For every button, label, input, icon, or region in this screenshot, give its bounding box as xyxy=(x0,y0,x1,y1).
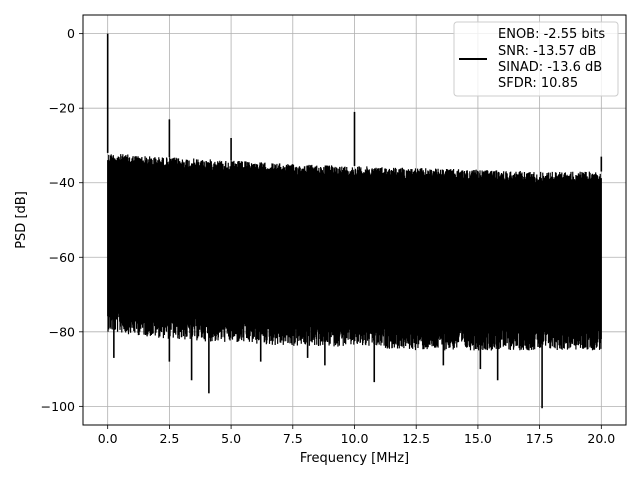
x-tick-label: 7.5 xyxy=(283,431,303,446)
x-tick-label: 2.5 xyxy=(159,431,179,446)
x-tick-label: 5.0 xyxy=(221,431,241,446)
y-tick-label: −80 xyxy=(49,324,75,339)
x-tick-label: 20.0 xyxy=(587,431,615,446)
legend-line-4: SFDR: 10.85 xyxy=(498,76,578,91)
x-tick-label: 12.5 xyxy=(402,431,430,446)
legend-box xyxy=(453,21,619,97)
y-tick-label: 0 xyxy=(67,26,75,41)
x-tick-label: 10.0 xyxy=(341,431,369,446)
x-tick-label: 17.5 xyxy=(526,431,554,446)
y-tick-label: −40 xyxy=(49,175,75,190)
y-tick-label: −100 xyxy=(41,399,75,414)
y-tick-label: −60 xyxy=(49,250,75,265)
x-tick-label: 0.0 xyxy=(98,431,118,446)
legend: ENOB: -2.55 bits SNR: -13.57 dB SINAD: -… xyxy=(453,21,619,97)
ticks: 0.0 2.5 5.0 7.5 10.0 12.5 15.0 17.5 20.0 0 −20 −40 −… xyxy=(41,26,616,446)
y-axis-label: PSD [dB] xyxy=(14,191,29,249)
legend-line-2: SNR: -13.57 dB xyxy=(498,44,596,59)
psd-trace xyxy=(107,154,602,351)
x-axis-label: Frequency [MHz] xyxy=(300,451,409,466)
x-tick-label: 15.0 xyxy=(464,431,492,446)
y-tick-label: −20 xyxy=(49,101,75,116)
legend-line-3: SINAD: -13.6 dB xyxy=(498,60,602,75)
data-layer xyxy=(106,33,603,409)
legend-line-1: ENOB: -2.55 bits xyxy=(498,27,605,42)
